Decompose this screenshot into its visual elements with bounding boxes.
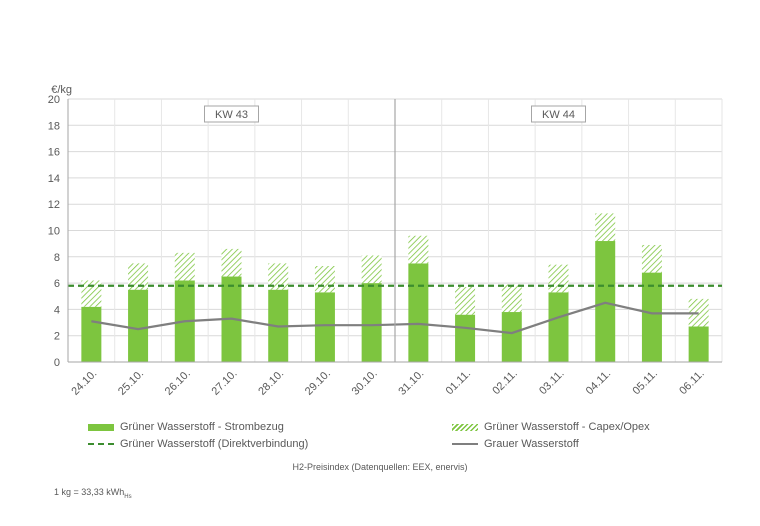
bars-group xyxy=(81,213,709,362)
bar-capex-opex xyxy=(81,280,102,307)
x-tick-label: 01.11. xyxy=(444,368,474,398)
legend-label-grauer: Grauer Wasserstoff xyxy=(484,438,579,450)
week-label: KW 44 xyxy=(542,109,575,121)
bar-strombezug xyxy=(688,326,709,362)
bar-capex-opex xyxy=(174,252,195,281)
axes-group xyxy=(67,99,722,363)
y-tick-label: 8 xyxy=(54,252,60,264)
y-tick-label: 12 xyxy=(48,199,60,211)
y-tick-label: 6 xyxy=(54,278,60,290)
legend-label-strombezug: Grüner Wasserstoff - Strombezug xyxy=(120,421,284,433)
legend-item-capex-opex: Grüner Wasserstoff - Capex/Opex xyxy=(452,421,650,433)
x-tick-label: 24.10. xyxy=(69,368,99,398)
x-tick-label: 06.11. xyxy=(677,368,707,398)
bar-capex-opex xyxy=(455,287,476,315)
legend-swatch-grauer xyxy=(452,443,478,445)
x-tick-label: 28.10. xyxy=(256,368,286,398)
x-tick-label: 25.10. xyxy=(116,368,146,398)
bar-strombezug xyxy=(641,272,662,362)
bar-strombezug xyxy=(455,314,476,362)
x-tick-label: 30.10. xyxy=(350,368,380,398)
x-tick-label: 29.10. xyxy=(303,368,333,398)
week-label: KW 43 xyxy=(215,109,248,121)
x-tick-label: 02.11. xyxy=(490,368,520,398)
bar-strombezug xyxy=(501,312,522,362)
y-tick-label: 10 xyxy=(48,226,60,238)
source-note: H2-Preisindex (Datenquellen: EEX, enervi… xyxy=(292,462,468,472)
legend-swatch-strombezug xyxy=(88,423,114,431)
bar-capex-opex xyxy=(128,263,149,290)
y-tick-label: 16 xyxy=(48,147,60,159)
bar-strombezug xyxy=(595,241,616,362)
bar-capex-opex xyxy=(268,263,289,290)
bar-strombezug xyxy=(314,292,335,362)
footnote: 1 kg = 33,33 kWhHs xyxy=(54,487,132,500)
x-tick-label: 26.10. xyxy=(163,368,193,398)
legend-swatch-direktverbindung xyxy=(88,443,114,445)
legend-swatch-capex-opex xyxy=(452,423,478,431)
x-tick-label: 03.11. xyxy=(537,368,567,398)
footnote-sub: Hs xyxy=(124,493,132,500)
y-axis-label: €/kg xyxy=(51,84,72,96)
y-tick-label: 18 xyxy=(48,120,60,132)
x-tick-label: 05.11. xyxy=(631,368,661,398)
y-tick-label: 4 xyxy=(54,304,60,316)
x-tick-label: 27.10. xyxy=(210,368,240,398)
bar-strombezug xyxy=(128,289,149,362)
bar-strombezug xyxy=(81,306,102,362)
legend-item-direktverbindung: Grüner Wasserstoff (Direktverbindung) xyxy=(88,438,308,450)
footnote-main: 1 kg = 33,33 kWh xyxy=(54,487,125,497)
y-tick-label: 2 xyxy=(54,331,60,343)
bar-strombezug xyxy=(548,292,569,362)
legend-label-direktverbindung: Grüner Wasserstoff (Direktverbindung) xyxy=(120,438,309,450)
legend-label-capex-opex: Grüner Wasserstoff - Capex/Opex xyxy=(484,421,650,433)
week-label-box xyxy=(531,105,586,123)
bar-strombezug xyxy=(408,263,429,362)
legend-item-strombezug: Grüner Wasserstoff - Strombezug xyxy=(88,421,284,433)
bar-capex-opex xyxy=(408,235,429,264)
y-tick-label: 0 xyxy=(54,357,60,369)
bar-capex-opex xyxy=(361,255,382,284)
bar-capex-opex xyxy=(548,264,569,293)
x-tick-label: 31.10. xyxy=(396,368,426,398)
bar-capex-opex xyxy=(641,244,662,273)
bar-capex-opex xyxy=(221,248,242,277)
x-tick-label: 04.11. xyxy=(584,368,614,398)
week-label-box xyxy=(204,105,259,123)
y-tick-label: 14 xyxy=(48,173,60,185)
bar-capex-opex xyxy=(314,266,335,293)
bar-strombezug xyxy=(361,283,382,362)
legend-item-grauer: Grauer Wasserstoff xyxy=(452,438,579,450)
bar-capex-opex xyxy=(501,284,522,313)
bar-capex-opex xyxy=(595,213,616,242)
y-tick-label: 20 xyxy=(48,94,60,106)
